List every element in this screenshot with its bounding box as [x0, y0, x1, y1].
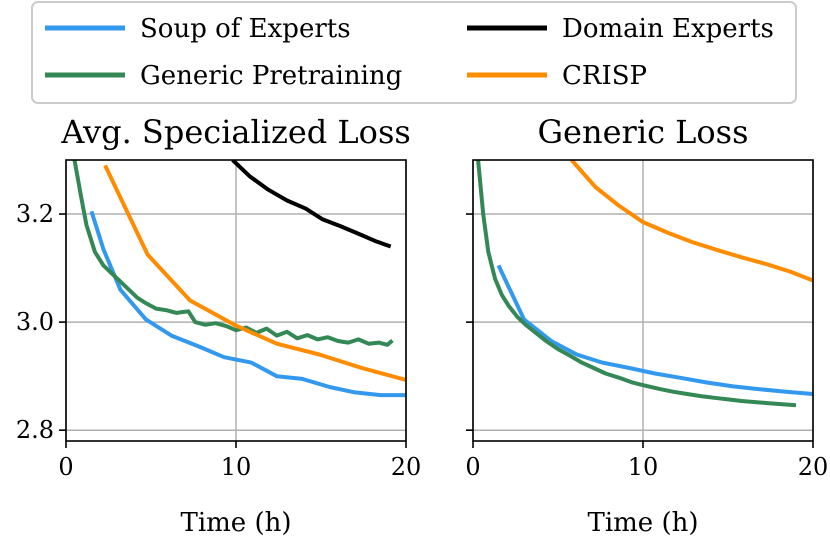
specialized-loss-chart: Avg. Specialized Loss 0 10 20 2.8 3.0 3.2 Tim… [16, 113, 421, 538]
y-tick-label: 3.2 [16, 200, 54, 228]
x-tick-label: 0 [465, 453, 480, 481]
chart-title: Avg. Specialized Loss [60, 113, 411, 151]
legend-label-generic: Generic Pretraining [140, 61, 402, 91]
y-tick-label: 2.8 [16, 416, 54, 444]
x-tick-label: 20 [391, 453, 422, 481]
x-axis-label: Time (h) [181, 508, 292, 538]
generic-loss-chart: Generic Loss 0 10 20 Time (h) [465, 113, 828, 538]
x-tick-label: 0 [58, 453, 73, 481]
series-line-crisp [570, 160, 813, 283]
legend-label-domain: Domain Experts [562, 14, 774, 44]
x-tick-label: 10 [628, 453, 659, 481]
x-axis-label: Time (h) [588, 508, 699, 538]
y-tick-label: 3.0 [16, 308, 54, 336]
legend: Soup of Experts Domain Experts Generic P… [31, 1, 797, 104]
x-tick-label: 10 [221, 453, 252, 481]
x-tick-label: 20 [798, 453, 829, 481]
legend-frame [31, 1, 797, 104]
legend-label-soup: Soup of Experts [140, 14, 351, 44]
series-line-soup [89, 210, 406, 398]
series-line-generic [72, 160, 394, 347]
chart-title: Generic Loss [537, 113, 748, 151]
series-line-crisp [103, 164, 406, 382]
series-line-domain [231, 160, 392, 249]
legend-label-crisp: CRISP [562, 61, 647, 91]
series-line-soup [496, 264, 813, 396]
series-line-generic [476, 160, 797, 408]
